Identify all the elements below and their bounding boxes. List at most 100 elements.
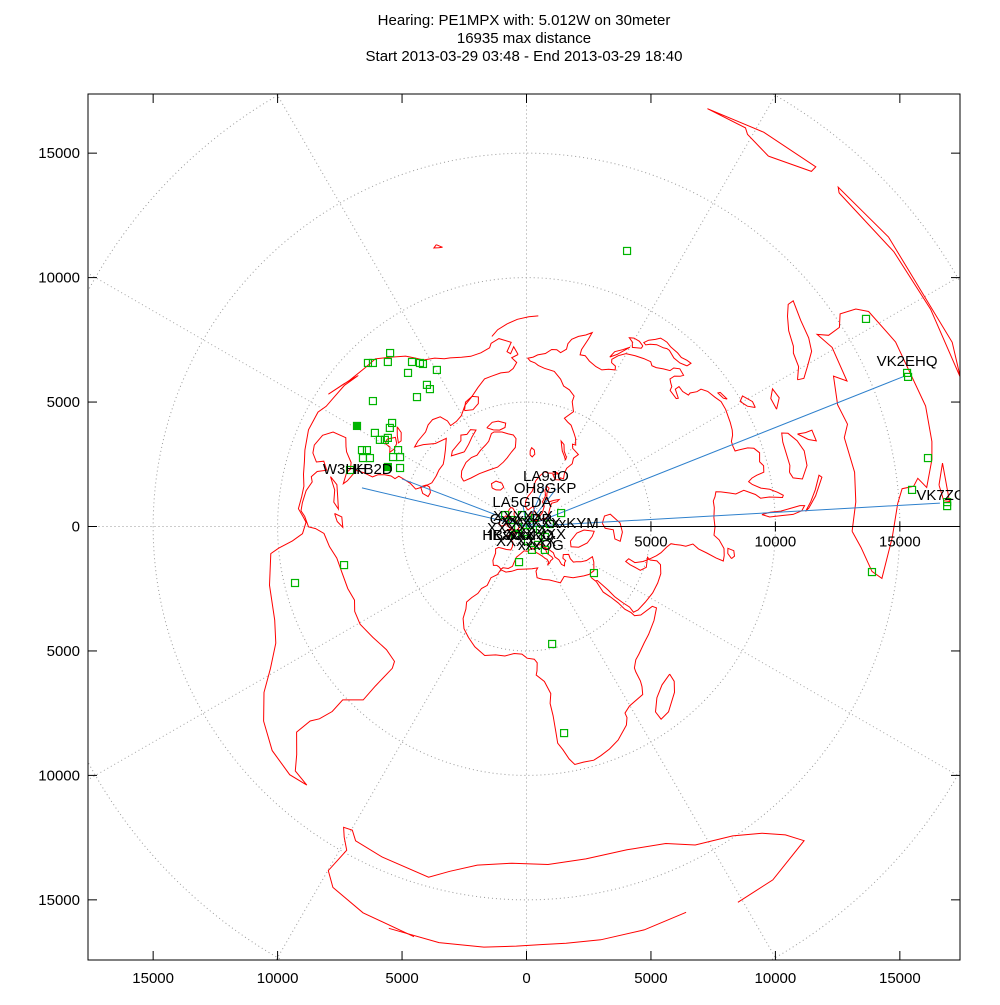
coastline-segment <box>805 474 823 512</box>
coastline-segment <box>643 337 692 367</box>
station-label: XXXXXX <box>493 508 553 525</box>
coastline-segment <box>388 911 687 948</box>
reporter-square <box>545 519 554 529</box>
coastline-segment <box>609 346 631 358</box>
coastline-segment <box>396 426 402 444</box>
station-label: GxxxxPR <box>490 511 553 528</box>
coastline-segment <box>628 337 644 349</box>
coastline-segment <box>263 338 519 786</box>
reporter-square <box>386 348 395 358</box>
station-label: XXXXXX <box>487 520 547 537</box>
reporter-square <box>507 515 517 525</box>
reporter-square <box>535 525 545 535</box>
reporter-square <box>533 540 543 550</box>
reporter-square <box>907 485 917 495</box>
y-tick-label: 5000 <box>47 643 80 660</box>
reporter-square <box>520 527 530 537</box>
x-tick-label: 10000 <box>257 970 299 987</box>
y-tick-label: 10000 <box>38 270 80 287</box>
coastline-segment <box>815 308 933 580</box>
reporter-square <box>362 445 372 455</box>
station-label: OH8GKP <box>514 480 577 497</box>
x-tick-label: 5000 <box>634 970 667 987</box>
reporter-square <box>425 385 435 394</box>
reporter-square <box>385 423 394 433</box>
y-tick-label: 5000 <box>47 394 80 411</box>
station-label: XXXXXX <box>501 515 561 532</box>
coastline-segment <box>786 300 813 381</box>
x-tick-label: 10000 <box>755 970 797 987</box>
coastline-segment <box>770 387 780 410</box>
coastline-segment <box>837 185 960 378</box>
reporter-square <box>589 568 599 578</box>
reporter-square <box>352 421 362 431</box>
y-tick-label: 0 <box>72 519 80 536</box>
reporter-square <box>548 639 557 649</box>
reporter-square <box>861 314 871 324</box>
coastline-segment <box>460 431 517 482</box>
reporter-square <box>375 435 384 444</box>
station-label: LA9JO <box>523 468 569 485</box>
title-line-1: Hearing: PE1MPX with: 5.012W on 30meter <box>377 12 671 29</box>
station-label: KB2D <box>353 461 392 478</box>
coastline-segment <box>569 529 595 548</box>
station-label: W3HH <box>323 461 367 478</box>
reporter-square <box>345 465 355 475</box>
coastline-segment <box>727 547 736 559</box>
coastline-segment <box>432 244 443 249</box>
coastline-segment <box>781 432 808 480</box>
reporter-square <box>407 357 417 367</box>
coastline-segment <box>486 420 507 431</box>
coastline-segment <box>739 395 756 408</box>
coastline-segment <box>761 505 806 518</box>
coastline-segment <box>938 463 951 503</box>
reporter-square <box>418 359 428 369</box>
inner-axis-label: 15000 <box>879 534 921 551</box>
coastline-segment <box>490 480 505 491</box>
coastline-segment <box>560 439 567 461</box>
reporter-square <box>525 520 535 530</box>
coastline-segment <box>464 395 479 412</box>
reporter-square <box>363 358 373 368</box>
station-label: VK7ZGK <box>916 487 975 504</box>
coastline-segment <box>498 515 509 527</box>
station-label: xxxOG <box>518 537 564 554</box>
reporter-square <box>622 246 632 256</box>
axes: 15000 10000 5000 0 5000 10000 1500015000100005… <box>38 93 961 987</box>
coastline-segment <box>327 826 805 938</box>
station-label: xxKYM <box>551 515 599 532</box>
reporter-square <box>387 418 397 428</box>
y-tick-label: 15000 <box>38 892 80 909</box>
coastline-segment <box>601 513 623 543</box>
x-tick-label: 5000 <box>385 970 418 987</box>
coastline-segment <box>716 391 728 400</box>
coastline-segment <box>505 506 520 532</box>
x-tick-label: 15000 <box>132 970 174 987</box>
reporter-square <box>943 501 952 511</box>
reporter-square <box>370 428 380 438</box>
reporter-square <box>513 522 523 532</box>
reporter-square <box>339 560 349 570</box>
inner-axis-label: 5000 <box>634 534 667 551</box>
coastline-segment <box>334 513 344 529</box>
y-tick-label: 10000 <box>38 767 80 784</box>
signal-paths <box>361 375 940 527</box>
station-label: IKxxxxKO <box>488 527 554 544</box>
reporter-square <box>540 532 550 542</box>
reporter-square <box>383 433 392 442</box>
reporter-squares <box>290 246 952 738</box>
coastline-segment <box>797 429 818 442</box>
reporter-square <box>903 372 913 382</box>
signal-path <box>526 486 545 527</box>
chart-title: Hearing: PE1MPX with: 5.012W on 30meter … <box>88 12 960 66</box>
title-line-2: 16935 max distance <box>456 30 592 47</box>
reporter-square <box>393 445 403 455</box>
y-tick-label: 15000 <box>38 145 80 162</box>
station-label: VK2EHQ <box>877 353 938 370</box>
coastline-segment <box>529 446 536 458</box>
x-tick-label: 0 <box>522 970 530 987</box>
title-line-3: Start 2013-03-29 03:48 - End 2013-03-29 … <box>365 48 683 65</box>
inner-axis: 5000 10000 15000 <box>526 521 960 551</box>
coastline-segment <box>654 673 676 720</box>
